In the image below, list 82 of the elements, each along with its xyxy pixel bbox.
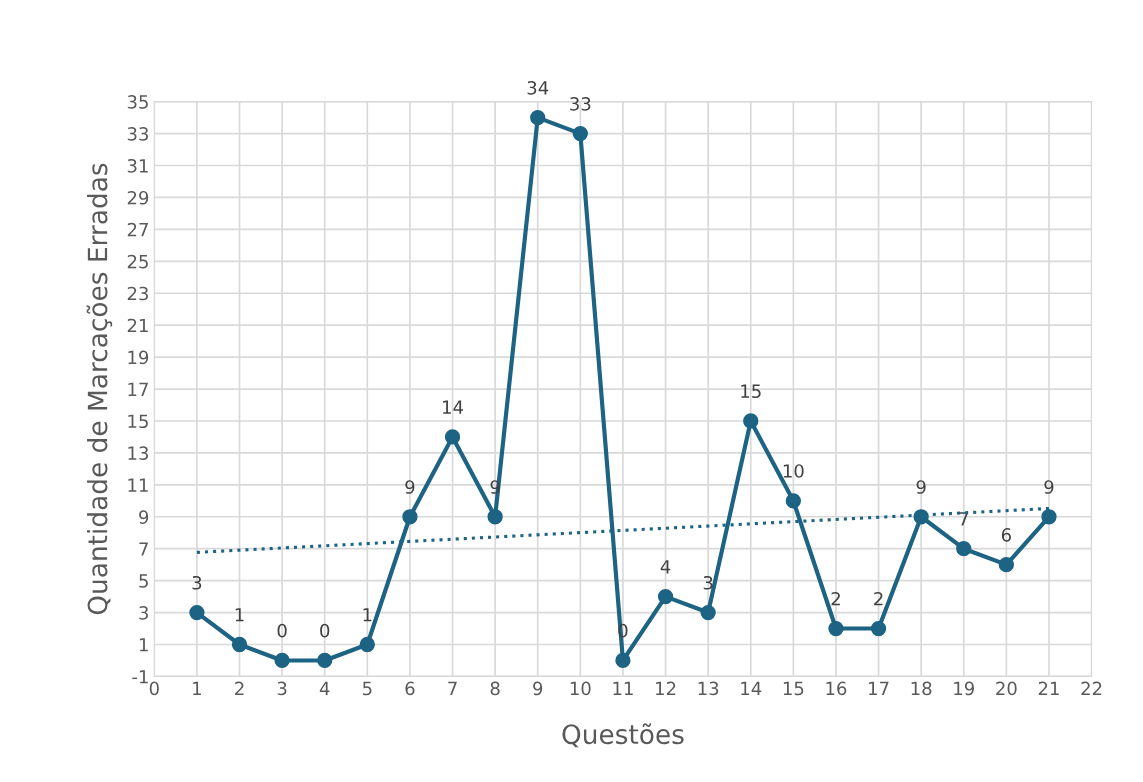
y-tick-label: 23 bbox=[127, 286, 148, 301]
y-axis-title: Quantidade de Marcações Erradas bbox=[86, 163, 113, 615]
x-tick-label: 19 bbox=[954, 681, 974, 696]
point bbox=[274, 652, 290, 669]
point bbox=[743, 413, 759, 429]
data-label: 33 bbox=[570, 96, 591, 111]
x-tick-label: 21 bbox=[1038, 681, 1059, 696]
x-tick-label: 18 bbox=[911, 681, 932, 696]
point bbox=[189, 604, 205, 621]
y-tick-label: 5 bbox=[139, 574, 148, 588]
data-label: 2 bbox=[874, 591, 883, 606]
y-tick-label: 7 bbox=[139, 542, 148, 556]
y-tick-label: 1 bbox=[139, 638, 148, 652]
point bbox=[317, 652, 333, 669]
point bbox=[487, 509, 503, 525]
x-tick-label: 5 bbox=[362, 681, 372, 696]
x-axis-title: Questões bbox=[562, 723, 684, 748]
point bbox=[530, 109, 546, 126]
data-label: 3 bbox=[703, 575, 713, 590]
point bbox=[231, 636, 248, 653]
y-tick-label: 17 bbox=[128, 382, 148, 396]
data-label: 14 bbox=[443, 400, 463, 414]
x-tick-label: 15 bbox=[783, 681, 804, 696]
data-label: 4 bbox=[660, 560, 671, 574]
point bbox=[615, 652, 631, 669]
data-label: 3 bbox=[192, 575, 202, 590]
y-tick-label: 9 bbox=[139, 510, 149, 524]
data-label: 0 bbox=[277, 623, 287, 638]
x-tick-label: 9 bbox=[533, 681, 543, 696]
x-tick-label: 16 bbox=[826, 681, 847, 696]
x-tick-label: 17 bbox=[869, 681, 889, 696]
point bbox=[444, 429, 461, 445]
x-tick-label: 4 bbox=[319, 681, 330, 696]
x-tick-label: 1 bbox=[193, 681, 201, 696]
data-label: 10 bbox=[783, 464, 804, 478]
point bbox=[870, 620, 887, 637]
x-tick-label: 7 bbox=[448, 681, 457, 696]
data-label: 9 bbox=[1044, 480, 1054, 494]
y-tick-label: 11 bbox=[128, 478, 148, 492]
data-label: 9 bbox=[916, 480, 926, 494]
x-tick-label: 6 bbox=[405, 681, 415, 696]
point bbox=[785, 493, 801, 509]
point bbox=[359, 636, 375, 653]
x-tick-label: 20 bbox=[996, 681, 1017, 696]
point bbox=[828, 620, 844, 637]
x-tick-label: 2 bbox=[235, 681, 244, 696]
y-tick-label: 3 bbox=[139, 606, 148, 620]
point bbox=[402, 509, 418, 525]
y-tick-label: 33 bbox=[127, 127, 148, 141]
data-label: 9 bbox=[405, 480, 415, 494]
x-tick-label: 12 bbox=[656, 681, 676, 696]
y-tick-label: 21 bbox=[127, 318, 148, 333]
point bbox=[1041, 509, 1057, 525]
data-label: 15 bbox=[741, 384, 761, 399]
y-tick-label: 13 bbox=[128, 446, 148, 461]
y-tick-label: 19 bbox=[128, 350, 149, 365]
y-tick-label: 31 bbox=[127, 158, 148, 173]
x-tick-label: 14 bbox=[741, 681, 762, 696]
data-label: 0 bbox=[320, 623, 330, 638]
y-tick-label: 15 bbox=[128, 414, 148, 429]
data-label: 2 bbox=[831, 591, 840, 606]
point bbox=[572, 125, 588, 142]
data-label: 6 bbox=[1001, 528, 1011, 542]
y-tick-label: -1 bbox=[132, 670, 148, 684]
x-tick-label: 3 bbox=[277, 681, 287, 696]
x-tick-label: 13 bbox=[698, 681, 719, 696]
x-tick-label: 10 bbox=[570, 681, 591, 696]
x-tick-label: 11 bbox=[613, 681, 633, 696]
y-tick-label: 25 bbox=[127, 254, 148, 269]
point bbox=[700, 604, 716, 621]
data-label: 1 bbox=[363, 608, 372, 622]
x-tick-label: 0 bbox=[149, 681, 159, 696]
x-tick-label: 8 bbox=[490, 681, 500, 696]
y-tick-label: 35 bbox=[127, 95, 148, 109]
data-label: 1 bbox=[235, 608, 244, 622]
y-tick-label: 29 bbox=[127, 190, 149, 205]
x-tick-label: 22 bbox=[1081, 681, 1102, 696]
point bbox=[657, 588, 674, 605]
y-tick-label: 27 bbox=[127, 222, 148, 237]
data-label: 34 bbox=[527, 81, 549, 95]
point bbox=[998, 557, 1014, 573]
point bbox=[956, 541, 972, 557]
